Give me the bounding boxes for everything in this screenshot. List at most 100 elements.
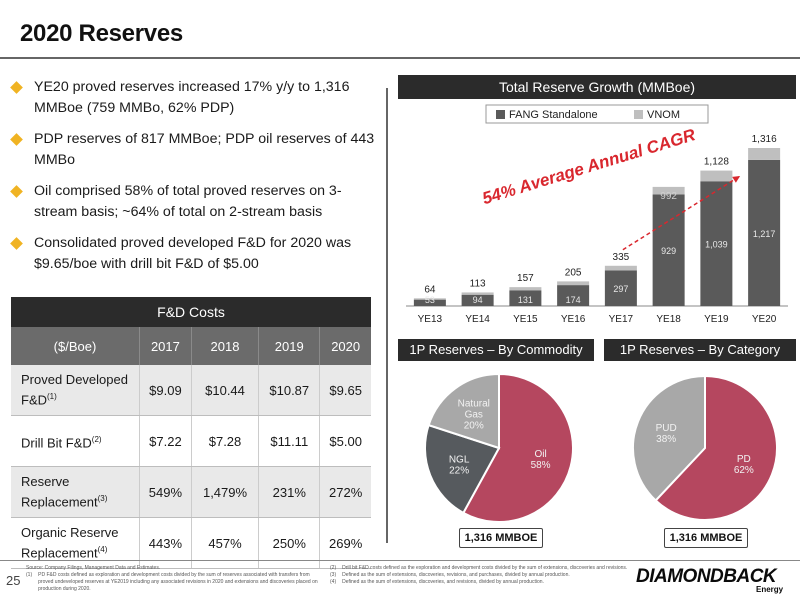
legend-swatch: [634, 110, 643, 119]
bar-total-label: 157: [517, 273, 534, 284]
bar-vnom: [413, 298, 446, 300]
footnote-number: (4): [330, 579, 337, 585]
bar-total-label: 64: [424, 284, 436, 295]
footnote-number: (1): [26, 572, 33, 578]
row-label: Proved Developed F&D(1): [11, 365, 140, 416]
bullet-item: YE20 proved reserves increased 17% y/y t…: [10, 77, 380, 119]
footnotes-right: (2) Drill bit F&D costs defined as the e…: [330, 565, 630, 586]
row-label: Reserve Replacement(3): [11, 466, 140, 518]
footnote-marker: (3): [97, 494, 108, 504]
table-cell: $5.00: [319, 415, 371, 467]
legend-swatch: [496, 110, 505, 119]
bar-vnom: [461, 292, 494, 295]
bar-vnom: [748, 148, 781, 160]
table-cell: 231%: [258, 466, 321, 518]
bullet-item: Oil comprised 58% of total proved reserv…: [10, 181, 380, 223]
diamond-bullet-icon: [10, 185, 23, 198]
bar-fang-standalone: [652, 194, 685, 306]
pie-slice-label: 62%: [734, 465, 754, 476]
diamond-bullet-icon: [10, 237, 23, 250]
bar-vnom: [509, 287, 542, 291]
x-tick-label: YE20: [752, 314, 777, 325]
pie-slice-label: 20%: [464, 420, 484, 431]
legend-label: FANG Standalone: [509, 109, 598, 121]
bar-total-label: 1,316: [752, 134, 777, 145]
bar-vnom: [700, 170, 733, 182]
vertical-divider: [386, 88, 388, 543]
bullet-text: Consolidated proved developed F&D for 20…: [34, 235, 352, 272]
table-cell: $7.28: [191, 415, 260, 467]
bar-total-label: 205: [565, 267, 582, 278]
source-note: Source: Company Filings, Management Data…: [26, 565, 161, 571]
bar-value-label: 1,217: [753, 229, 776, 239]
table-cell: $11.11: [258, 415, 321, 467]
column-header: 2020: [319, 327, 371, 365]
bar-fang-standalone: [700, 181, 733, 306]
fd-costs-table: ($/Boe) 2017 2018 2019 2020 Proved Devel…: [11, 327, 371, 569]
pie-slice-label: PUD: [656, 423, 677, 434]
bullet-item: PDP reserves of 817 MMBoe; PDP oil reser…: [10, 129, 380, 171]
column-header: 2019: [258, 327, 321, 365]
bar-fang-standalone: [413, 299, 446, 306]
x-tick-label: YE18: [656, 314, 681, 325]
diamond-bullet-icon: [10, 133, 23, 146]
table-cell: $9.09: [139, 365, 192, 416]
bar-value-label: 53: [425, 295, 435, 305]
bar-value-label: 131: [518, 295, 533, 305]
footnote-number: (3): [330, 572, 337, 578]
pie-slice: [632, 374, 706, 502]
fd-costs-title: F&D Costs: [11, 297, 371, 327]
column-header: ($/Boe): [11, 327, 140, 365]
legend-label: VNOM: [647, 109, 680, 121]
table-cell: 272%: [319, 466, 371, 518]
footnote-item: (1) PD F&D costs defined as exploration …: [26, 572, 326, 593]
bar-total-label: 335: [613, 252, 630, 263]
footnote-marker: (1): [47, 392, 57, 402]
bullet-list: YE20 proved reserves increased 17% y/y t…: [10, 77, 380, 285]
pie-slice-label: 22%: [449, 465, 469, 476]
table-cell: 1,479%: [191, 466, 260, 518]
table-cell: $10.44: [191, 365, 260, 416]
pie-slice-label: 58%: [531, 460, 551, 471]
row-label-text: Organic Reserve Replacement: [21, 525, 119, 561]
cagr-arrow-head: [732, 176, 741, 183]
bar-value-label: 929: [661, 246, 676, 256]
bar-vnom: [557, 281, 590, 286]
footnote-number: (2): [330, 565, 337, 571]
row-label-text: Drill Bit F&D: [21, 435, 92, 451]
commodity-section-title: 1P Reserves – By Commodity: [398, 339, 594, 361]
company-logo-subtitle: Energy: [756, 585, 784, 594]
column-header: 2018: [191, 327, 260, 365]
pie-slice-label: 38%: [656, 434, 676, 445]
pie-slice: [424, 423, 501, 515]
footnote-marker: (2): [91, 434, 102, 444]
pie-slice-label: Oil: [534, 449, 546, 460]
x-tick-label: YE17: [609, 314, 634, 325]
pie-slice: [654, 374, 778, 521]
footnote-item: (4) Defined as the sum of extensions, di…: [330, 579, 630, 586]
page-title: 2020 Reserves: [20, 20, 183, 47]
bar-vnom: [652, 186, 685, 195]
reserve-growth-chart-title: Total Reserve Growth (MMBoe): [398, 75, 796, 99]
bullet-text: PDP reserves of 817 MMBoe; PDP oil reser…: [34, 131, 375, 168]
x-tick-label: YE19: [704, 314, 729, 325]
title-divider: [0, 57, 800, 59]
page-number: 25: [6, 573, 21, 588]
pie-slice-label: Natural: [458, 398, 490, 409]
pie-slice-label: Gas: [465, 409, 483, 420]
x-tick-label: YE14: [465, 314, 490, 325]
commodity-total-badge: 1,316 MMBOE: [459, 528, 543, 548]
company-logo: DIAMONDBACK: [636, 566, 777, 587]
pie-slice: [461, 372, 574, 523]
bar-total-label: 1,128: [704, 157, 729, 168]
legend-box: [485, 104, 709, 124]
pie-slice-label: PD: [737, 454, 751, 465]
table-cell: $7.22: [139, 415, 192, 467]
footnote-marker: (4): [97, 545, 108, 555]
table-row: Proved Developed F&D(1) $9.09 $10.44 $10…: [11, 365, 371, 416]
row-label-text: Reserve Replacement: [21, 474, 98, 510]
footnote-text: Drill bit F&D costs defined as the explo…: [342, 565, 628, 571]
